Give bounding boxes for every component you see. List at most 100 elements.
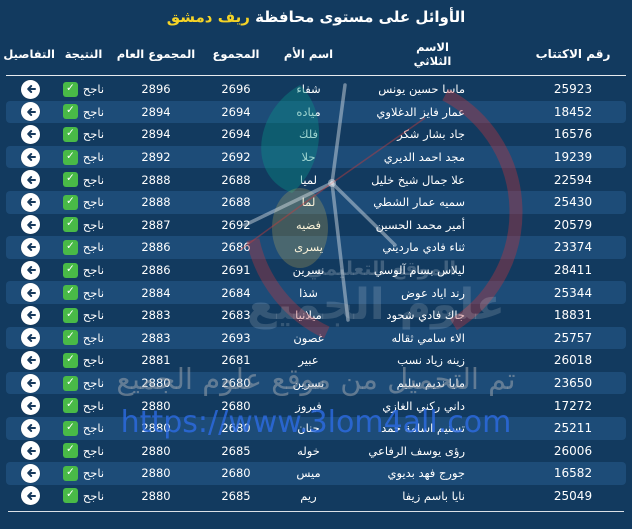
cell-result: ناجح ✓ bbox=[55, 81, 112, 97]
details-button[interactable] bbox=[21, 328, 40, 348]
check-icon: ✓ bbox=[62, 285, 78, 301]
details-button[interactable] bbox=[21, 396, 40, 416]
table-row: 17272 داني ركني الغازي فيروز 2680 2880 ن… bbox=[6, 394, 626, 417]
cell-full-name: ليلاس بسام آلوسي bbox=[373, 263, 465, 278]
table-row: 25923 ماسا حسين يونس شفاء 2696 2896 ناجح… bbox=[6, 78, 626, 101]
cell-details bbox=[6, 237, 55, 257]
check-icon: ✓ bbox=[62, 81, 78, 97]
result-label: ناجح bbox=[82, 82, 105, 97]
cell-registration-number: 25049 bbox=[553, 488, 593, 503]
details-button[interactable] bbox=[21, 237, 40, 257]
check-icon: ✓ bbox=[62, 194, 78, 210]
cell-mother-name: فضيه bbox=[295, 217, 322, 232]
details-button[interactable] bbox=[21, 124, 40, 144]
cell-registration-number: 25211 bbox=[553, 421, 593, 436]
cell-full-name: رؤى يوسف الرفاعي bbox=[368, 443, 465, 458]
cell-mother-name: يسرى bbox=[294, 240, 323, 255]
table-row: 20579 أمير محمد الحسين فضيه 2692 2887 نا… bbox=[6, 214, 626, 237]
cell-general-total: 2880 bbox=[141, 488, 171, 503]
cell-total: 2685 bbox=[221, 443, 251, 458]
details-button[interactable] bbox=[21, 373, 40, 393]
circle-arrow-left-icon bbox=[26, 356, 36, 365]
cell-general-total: 2883 bbox=[141, 308, 171, 323]
cell-full-name: تسنيم اسامة حمد bbox=[381, 421, 465, 436]
cell-registration-number: 19239 bbox=[553, 150, 593, 165]
cell-details bbox=[6, 79, 55, 99]
header-registration-number: رقم الاكتتاب bbox=[535, 47, 611, 61]
circle-arrow-left-icon bbox=[26, 333, 36, 342]
result-label: ناجح bbox=[82, 330, 105, 345]
cell-details bbox=[6, 350, 55, 370]
cell-general-total: 2884 bbox=[141, 285, 171, 300]
cell-total: 2692 bbox=[221, 217, 251, 232]
cell-general-total: 2887 bbox=[141, 217, 171, 232]
table-header-row: رقم الاكتتاب الاسم الثلاثي اسم الأم المج… bbox=[3, 40, 626, 76]
cell-result: ناجح ✓ bbox=[55, 217, 112, 233]
cell-mother-name: شفاء bbox=[296, 82, 321, 97]
check-icon: ✓ bbox=[62, 443, 78, 459]
check-icon: ✓ bbox=[62, 262, 78, 278]
cell-mother-name: لميا bbox=[299, 172, 318, 187]
details-button[interactable] bbox=[21, 463, 40, 483]
details-button[interactable] bbox=[21, 260, 40, 280]
details-button[interactable] bbox=[21, 305, 40, 325]
details-button[interactable] bbox=[21, 102, 40, 122]
cell-details bbox=[6, 102, 55, 122]
circle-arrow-left-icon bbox=[26, 130, 36, 139]
cell-general-total: 2880 bbox=[141, 466, 171, 481]
cell-full-name: علا جمال شيخ خليل bbox=[371, 172, 465, 187]
check-icon: ✓ bbox=[62, 307, 78, 323]
result-label: ناجح bbox=[82, 217, 105, 232]
cell-registration-number: 18831 bbox=[553, 308, 593, 323]
details-button[interactable] bbox=[21, 441, 40, 461]
cell-registration-number: 18452 bbox=[553, 104, 593, 119]
details-button[interactable] bbox=[21, 192, 40, 212]
cell-result: ناجح ✓ bbox=[55, 285, 112, 301]
header-details: التفاصيل bbox=[3, 47, 55, 61]
table-row: 18452 عمار فايز الدغلاوي مياده 2694 2894… bbox=[6, 100, 626, 124]
details-button[interactable] bbox=[21, 283, 40, 303]
cell-result: ناجح ✓ bbox=[55, 239, 112, 255]
cell-general-total: 2880 bbox=[141, 421, 171, 436]
cell-result: ناجح ✓ bbox=[55, 104, 112, 120]
result-label: ناجح bbox=[82, 104, 105, 119]
cell-registration-number: 17272 bbox=[553, 398, 593, 413]
cell-registration-number: 25757 bbox=[553, 330, 593, 345]
cell-registration-number: 16582 bbox=[553, 466, 593, 481]
details-button[interactable] bbox=[21, 170, 40, 190]
circle-arrow-left-icon bbox=[26, 153, 36, 162]
cell-result: ناجح ✓ bbox=[55, 375, 112, 391]
details-button[interactable] bbox=[21, 486, 40, 506]
details-button[interactable] bbox=[21, 215, 40, 235]
cell-details bbox=[6, 328, 55, 348]
table-row: 16582 جورج فهد بديوي ميس 2680 2880 ناجح … bbox=[6, 462, 626, 485]
cell-details bbox=[6, 124, 55, 144]
circle-arrow-left-icon bbox=[26, 220, 36, 229]
cell-general-total: 2886 bbox=[141, 263, 171, 278]
cell-mother-name: شذا bbox=[299, 285, 318, 300]
cell-general-total: 2888 bbox=[141, 195, 171, 210]
cell-details bbox=[6, 305, 55, 325]
cell-registration-number: 26018 bbox=[553, 353, 593, 368]
cell-result: ناجح ✓ bbox=[55, 443, 112, 459]
result-label: ناجح bbox=[82, 127, 105, 142]
cell-registration-number: 25430 bbox=[553, 195, 593, 210]
cell-total: 2680 bbox=[221, 398, 251, 413]
cell-full-name: زينه زياد نسب bbox=[397, 353, 465, 368]
cell-total: 2691 bbox=[221, 263, 251, 278]
cell-result: ناجح ✓ bbox=[55, 330, 112, 346]
details-button[interactable] bbox=[21, 418, 40, 438]
cell-details bbox=[6, 215, 55, 235]
details-button[interactable] bbox=[21, 147, 40, 167]
check-icon: ✓ bbox=[62, 330, 78, 346]
cell-registration-number: 20579 bbox=[553, 217, 593, 232]
cell-details bbox=[6, 192, 55, 212]
result-label: ناجح bbox=[82, 353, 105, 368]
cell-full-name: نايا باسم زيفا bbox=[402, 488, 465, 503]
cell-details bbox=[6, 441, 55, 461]
details-button[interactable] bbox=[21, 79, 40, 99]
page-title-text: الأوائل على مستوى محافظة bbox=[255, 8, 466, 26]
cell-general-total: 2894 bbox=[141, 104, 171, 119]
table-row: 26006 رؤى يوسف الرفاعي خوله 2685 2880 نا… bbox=[6, 440, 626, 463]
details-button[interactable] bbox=[21, 350, 40, 370]
